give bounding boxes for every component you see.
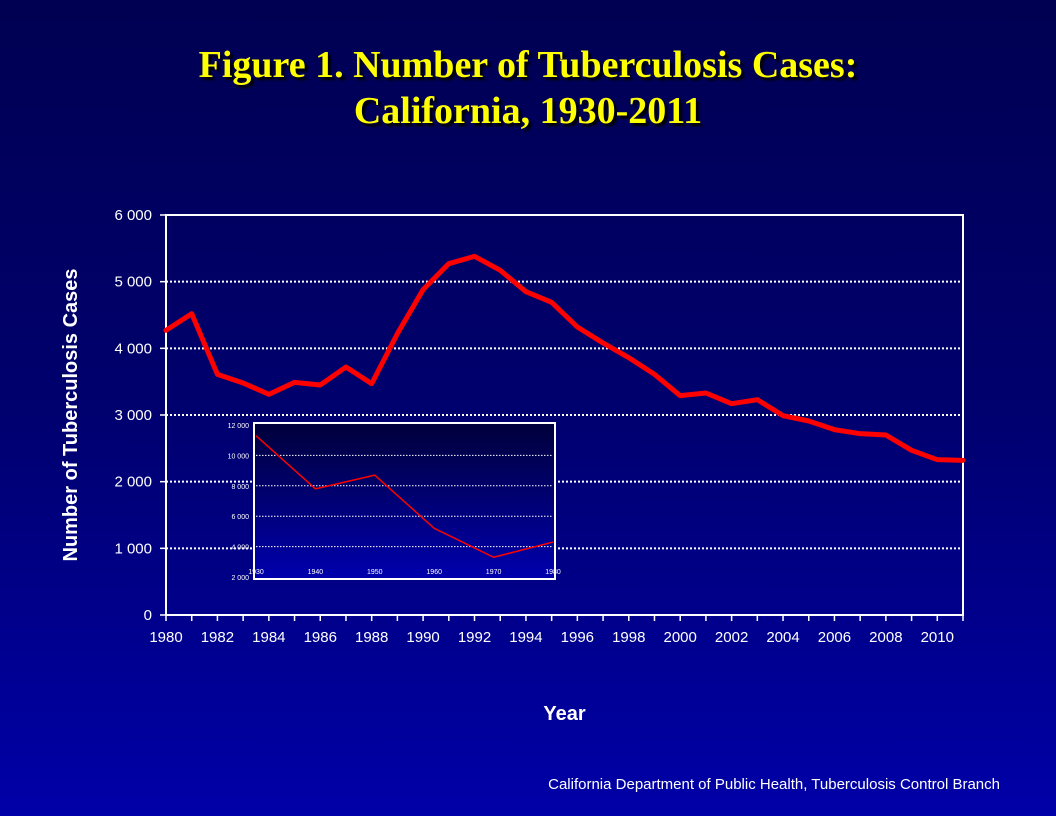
inset-x-tick-label: 1940 [308, 569, 324, 576]
x-tick-label: 1994 [509, 629, 542, 646]
x-tick-label: 2002 [715, 629, 748, 646]
inset-y-tick-label: 2 000 [231, 575, 249, 582]
inset-y-tick-label: 8 000 [231, 484, 249, 491]
main-series [163, 253, 966, 463]
x-tick-label: 2008 [869, 629, 902, 646]
y-tick-label: 1 000 [114, 540, 152, 557]
chart-title: Figure 1. Number of Tuberculosis Cases: … [0, 42, 1056, 134]
inset-y-tick-label: 6 000 [231, 514, 249, 521]
inset-x-tick-label: 1970 [486, 569, 502, 576]
y-tick-label: 3 000 [114, 407, 152, 424]
inset-y-tick-label: 12 000 [228, 423, 250, 430]
y-tick-label: 0 [144, 607, 152, 624]
tb-cases-line [163, 253, 966, 463]
x-tick-label: 1990 [406, 629, 439, 646]
x-tick-label: 1980 [149, 629, 182, 646]
x-tick-label: 2006 [818, 629, 851, 646]
inset-y-tick-label: 10 000 [228, 453, 250, 460]
x-tick-label: 1998 [612, 629, 645, 646]
inset-tb-cases-line [255, 435, 554, 558]
y-axis-label: Number of Tuberculosis Cases [60, 268, 82, 561]
x-tick-label: 1986 [304, 629, 337, 646]
x-axis-label: Year [543, 703, 585, 725]
x-tick-label: 1992 [458, 629, 491, 646]
y-tick-label: 5 000 [114, 274, 152, 291]
y-tick-label: 4 000 [114, 340, 152, 357]
main-x-axis: 1980 1982 1984 1986 1988 1990 1992 1994 1996 1998… [149, 615, 964, 646]
inset-x-tick-label: 1980 [545, 569, 561, 576]
title-line-2: California, 1930-2011 [353, 90, 703, 132]
inset-x-tick-label: 1960 [426, 569, 442, 576]
inset-x-tick-label: 1950 [367, 569, 383, 576]
x-tick-label: 2010 [921, 629, 954, 646]
inset-x-tick-label: 1930 [248, 569, 264, 576]
main-y-axis: 0 1 000 2 000 3 000 4 000 5 000 6 000 [114, 207, 166, 624]
x-tick-label: 2000 [664, 629, 697, 646]
title-line-1: Figure 1. Number of Tuberculosis Cases: [198, 44, 858, 86]
x-tick-label: 2004 [766, 629, 799, 646]
x-tick-label: 1996 [561, 629, 594, 646]
source-note: California Department of Public Health, … [548, 776, 1000, 793]
y-tick-label: 2 000 [114, 474, 152, 491]
x-tick-label: 1988 [355, 629, 388, 646]
inset-y-tick-label: 4 000 [231, 545, 249, 552]
x-tick-label: 1984 [252, 629, 285, 646]
y-tick-label: 6 000 [114, 207, 152, 224]
inset-chart: 2 000 4 000 6 000 8 000 10 000 12 000 1930 1940… [228, 422, 561, 582]
x-tick-label: 1982 [201, 629, 234, 646]
